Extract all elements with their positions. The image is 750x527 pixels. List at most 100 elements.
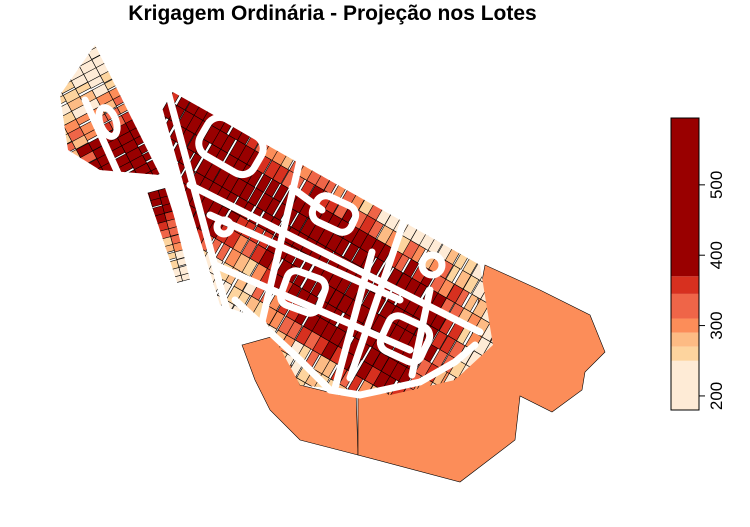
lot [546,212,564,232]
lot [104,197,120,215]
lot [277,57,295,77]
lot [408,188,428,209]
street [346,214,409,382]
lot [334,459,351,478]
lot [192,303,212,325]
lot [69,218,86,234]
lot [261,103,278,122]
lot [97,230,115,249]
lot [43,140,58,152]
lot [137,19,155,35]
lot [99,45,117,52]
lot [500,112,519,132]
lot [72,253,89,272]
lot [258,0,275,10]
lot [501,131,519,151]
lot [60,155,69,171]
lot [456,86,476,107]
lot [208,17,227,37]
lot [390,140,408,160]
lot [305,147,324,168]
lot [595,167,612,186]
lot [128,63,147,79]
lot [492,162,493,184]
lot [545,193,563,213]
lot [63,149,81,164]
lot [432,146,452,167]
lot [155,113,167,133]
lot [344,22,359,40]
lot [579,195,594,213]
lot [5,99,22,114]
lot [145,274,152,284]
lot [357,177,378,199]
lot [554,198,572,218]
lot [310,21,326,39]
lot [537,207,555,226]
lot [111,283,123,295]
lot [168,345,188,366]
lot [260,82,277,85]
lot [380,97,401,119]
lot [130,237,142,247]
lot [331,162,350,183]
lot [247,409,262,427]
lot [545,175,561,193]
lot [230,399,248,419]
lot [89,197,107,214]
lot [48,294,67,314]
lot [354,82,372,103]
lot [510,155,526,173]
lot [18,123,34,136]
lot [60,94,67,109]
lot [470,242,489,263]
lot [370,82,388,94]
lot [82,295,100,315]
lot [302,82,318,91]
lot [145,207,156,221]
lot [100,324,116,342]
lot [123,288,134,296]
lot [518,141,533,159]
lot [491,125,493,145]
lot [120,18,137,34]
lot [374,187,395,209]
lot [9,107,24,119]
lot [106,199,123,214]
loop-road [277,267,329,317]
lot [273,424,288,442]
lot [202,346,221,367]
lot [117,334,134,353]
lot [469,223,486,243]
lot [228,380,247,395]
lot [539,245,558,265]
lot [22,101,39,117]
lot [460,218,481,240]
lot [74,309,89,327]
lot [81,212,99,228]
lot [519,178,535,197]
lot [302,35,319,54]
lot [345,82,366,100]
roundabout [213,216,235,238]
legend-tick-label: 400 [707,241,726,269]
street [81,96,179,304]
lot [587,162,606,182]
lot [379,42,394,60]
lot [544,156,562,175]
lot [26,78,42,92]
lot [413,82,431,100]
lot [337,91,354,111]
lot [259,28,274,46]
legend-ticks: 200 300 400 500 [699,171,726,410]
lot [126,262,138,274]
lot [444,227,462,248]
lot [513,249,532,269]
lot [31,147,48,163]
lot [125,302,143,322]
lot [492,144,493,165]
lot [461,237,480,258]
lot [145,267,151,279]
lot [440,114,460,135]
lot [361,32,379,52]
